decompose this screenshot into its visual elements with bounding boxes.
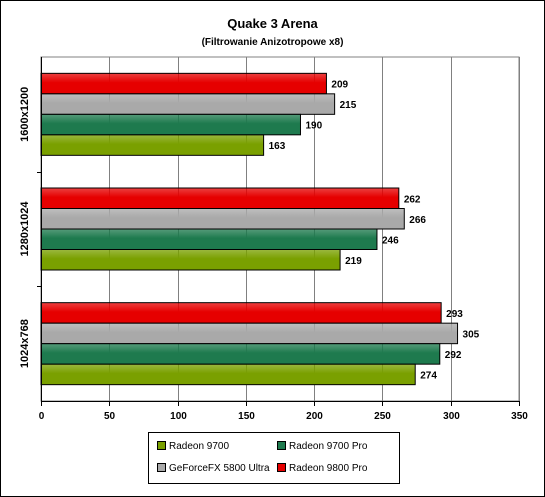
x-tick-label: 300 <box>443 411 460 422</box>
data-label: 262 <box>404 194 421 205</box>
legend-item-radeon-9700-pro: Radeon 9700 Pro <box>277 441 367 452</box>
legend-swatch <box>157 463 166 472</box>
bar <box>40 208 405 230</box>
data-label: 266 <box>409 215 426 226</box>
x-tick-label: 250 <box>374 411 391 422</box>
legend-label: Radeon 9800 Pro <box>289 463 368 474</box>
legend-item-radeon-9800-pro: Radeon 9800 Pro <box>277 463 367 474</box>
bar <box>40 343 441 365</box>
x-tick-label: 0 <box>39 411 45 422</box>
legend-label: Radeon 9700 <box>169 441 230 452</box>
bar <box>40 228 378 250</box>
bar <box>40 187 400 209</box>
legend-swatch <box>277 463 286 472</box>
bar <box>40 93 336 115</box>
legend-label: Radeon 9700 Pro <box>289 441 368 452</box>
chart-title: Quake 3 Arena <box>227 16 318 31</box>
bar <box>40 72 327 95</box>
bar <box>40 134 265 156</box>
data-label: 293 <box>446 309 463 320</box>
legend-swatch <box>277 441 286 450</box>
category-label: 1600x1200 <box>19 87 31 142</box>
data-label: 274 <box>420 370 437 381</box>
category-label: 1024x768 <box>19 319 31 368</box>
data-label: 305 <box>463 329 480 340</box>
data-label: 246 <box>382 235 399 246</box>
bar <box>40 322 459 345</box>
category-label: 1280x1024 <box>19 201 31 257</box>
bar <box>40 113 301 136</box>
bar <box>40 302 442 324</box>
x-tick-label: 200 <box>306 411 323 422</box>
legend-swatch <box>157 441 166 450</box>
legend-item-radeon-9700: Radeon 9700 <box>157 441 229 452</box>
bar <box>40 249 341 271</box>
legend-label: GeForceFX 5800 Ultra <box>169 463 270 474</box>
data-label: 215 <box>340 100 357 111</box>
data-label: 190 <box>305 121 322 132</box>
x-tick-label: 150 <box>238 411 255 422</box>
x-tick-label: 50 <box>104 411 116 422</box>
data-label: 292 <box>445 350 462 361</box>
data-label: 163 <box>269 141 286 152</box>
data-label: 209 <box>331 80 348 91</box>
x-tick-label: 100 <box>170 411 187 422</box>
chart-legend: Radeon 9700 Radeon 9700 Pro GeForceFX 58… <box>148 432 400 484</box>
data-label: 219 <box>345 256 362 267</box>
x-tick-label: 350 <box>511 411 528 422</box>
chart-subtitle: (Filtrowanie Anizotropowe x8) <box>201 37 344 48</box>
bar <box>40 363 416 386</box>
legend-item-geforcefx-5800-ultra: GeForceFX 5800 Ultra <box>157 463 270 474</box>
